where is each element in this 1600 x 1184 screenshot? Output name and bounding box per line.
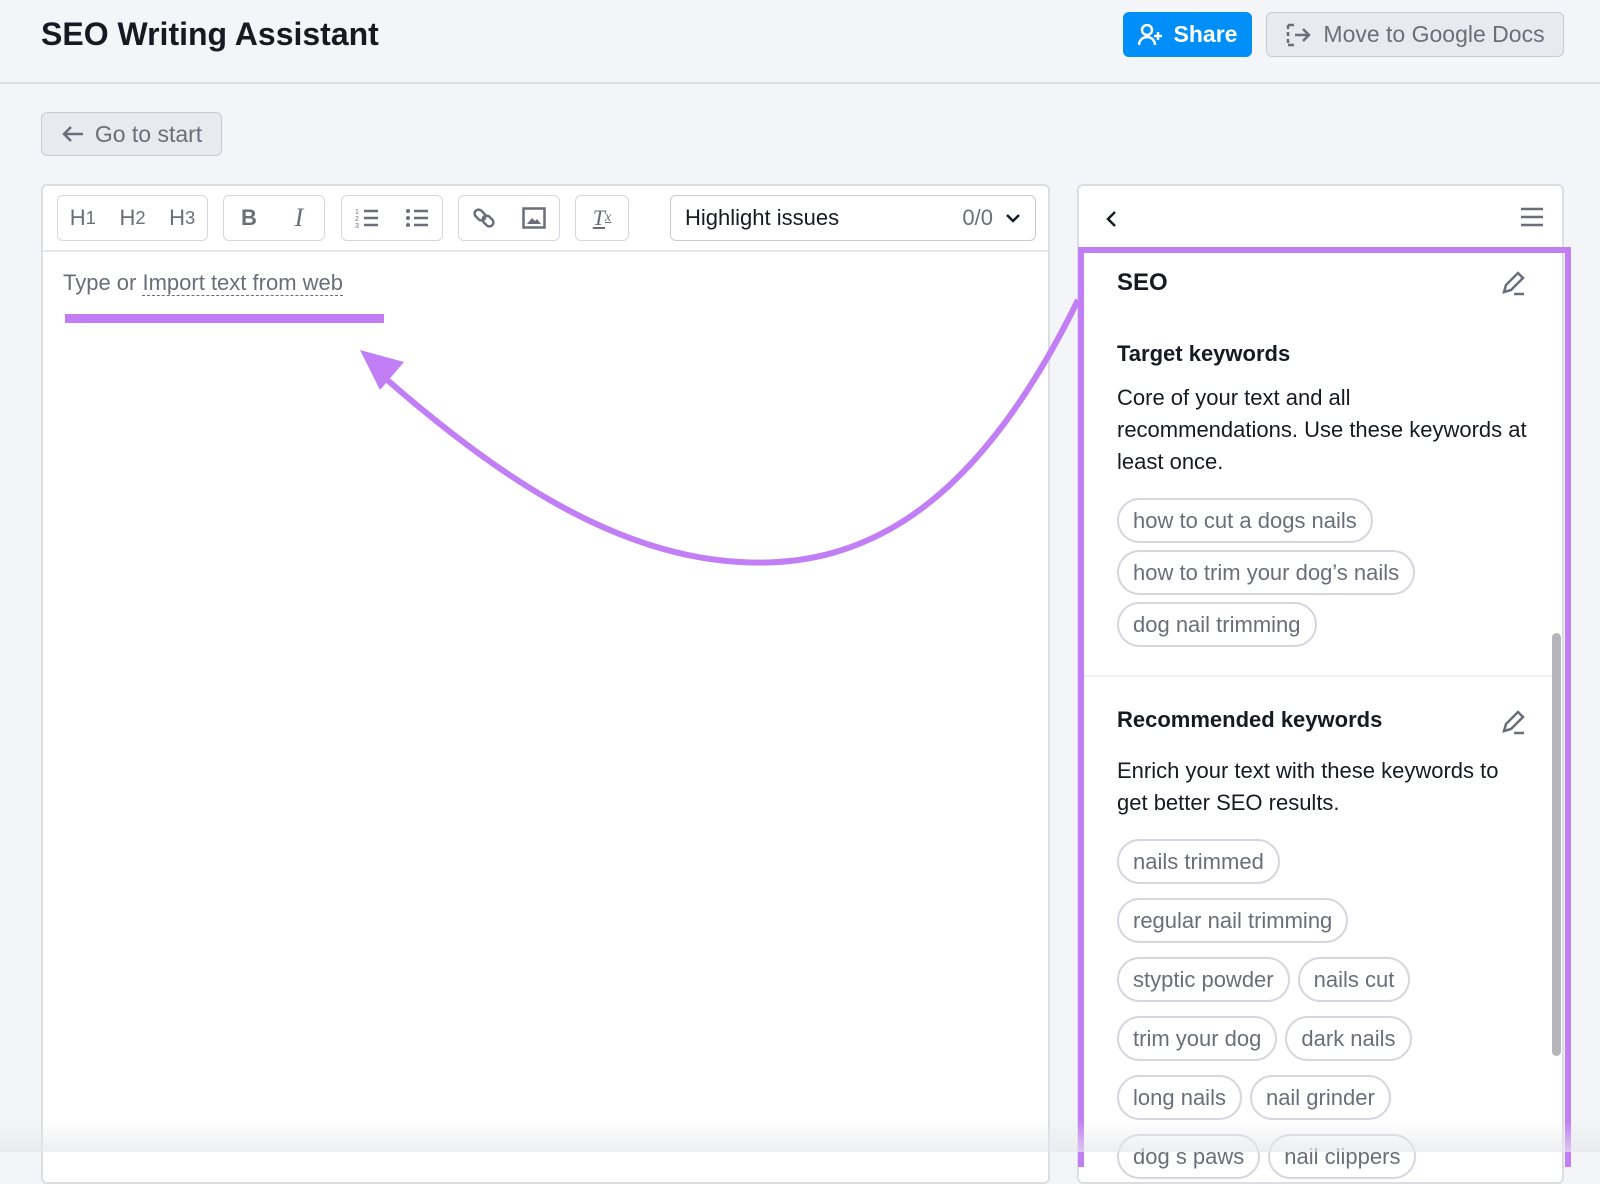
keyword-chip[interactable]: trim your dog [1117, 1016, 1278, 1061]
target-keywords-description: Core of your text and all recommendation… [1117, 385, 1527, 474]
export-icon [1287, 23, 1312, 46]
target-keywords-list: how to cut a dogs nails how to trim your… [1117, 498, 1537, 647]
placeholder-text: Type or [63, 270, 143, 295]
bottom-fade [0, 1120, 1600, 1152]
bold-button[interactable]: B [241, 205, 257, 230]
bullet-list-icon[interactable] [395, 207, 439, 229]
annotation-underline [65, 314, 384, 323]
go-to-start-label: Go to start [94, 120, 203, 147]
keyword-chip[interactable]: dark nails [1285, 1016, 1412, 1061]
import-text-link[interactable]: Import text from web [142, 270, 343, 296]
image-icon[interactable] [512, 207, 556, 229]
recommended-keywords-description: Enrich your text with these keywords to … [1117, 758, 1499, 815]
svg-text:2: 2 [355, 216, 359, 223]
move-to-google-docs-button[interactable]: Move to Google Docs [1266, 12, 1564, 57]
highlight-label: Highlight issues [685, 205, 840, 230]
edit-icon[interactable] [1500, 270, 1526, 296]
keyword-chip[interactable]: dog nail trimming [1117, 602, 1317, 647]
menu-icon[interactable] [1520, 207, 1544, 227]
italic-button[interactable]: I [294, 203, 304, 232]
annotation-highlight-box [1078, 247, 1571, 1167]
keyword-chip[interactable]: regular nail trimming [1117, 898, 1349, 943]
target-keywords-title: Target keywords [1117, 341, 1291, 366]
go-to-start-button[interactable]: Go to start [41, 112, 222, 156]
highlight-count: 0/0 [962, 205, 993, 230]
editor-input[interactable]: Type or Import text from web [63, 270, 343, 296]
section-divider [1084, 675, 1554, 677]
gdocs-label: Move to Google Docs [1323, 21, 1545, 47]
keyword-chip[interactable]: styptic powder [1117, 957, 1290, 1002]
keyword-chip[interactable]: long nails [1117, 1075, 1242, 1120]
edit-icon[interactable] [1500, 709, 1526, 735]
svg-text:3: 3 [355, 223, 359, 229]
recommended-keywords-title: Recommended keywords [1117, 707, 1383, 732]
link-icon[interactable] [462, 206, 506, 230]
sidebar-scrollbar[interactable] [1552, 633, 1561, 1056]
page-title: SEO Writing Assistant [41, 16, 379, 52]
arrow-left-icon [62, 126, 83, 142]
keyword-chip[interactable]: nails trimmed [1117, 839, 1280, 884]
keyword-chip[interactable]: nail grinder [1249, 1075, 1391, 1120]
add-user-icon [1137, 23, 1162, 45]
highlight-issues-dropdown[interactable]: Highlight issues 0/0 [670, 195, 1036, 241]
seo-section-title: SEO [1117, 269, 1168, 296]
keyword-chip[interactable]: nails cut [1297, 957, 1411, 1002]
sidebar-header [1079, 186, 1562, 248]
share-button[interactable]: Share [1123, 12, 1252, 57]
chevron-down-icon [1006, 214, 1020, 223]
keyword-chip[interactable]: how to cut a dogs nails [1117, 498, 1373, 543]
svg-text:1: 1 [355, 209, 359, 216]
keyword-chip[interactable]: how to trim your dog’s nails [1117, 550, 1416, 595]
app-header: SEO Writing Assistant Share Move to Goog… [0, 0, 1600, 84]
annotation-arrow [360, 298, 1081, 566]
share-label: Share [1173, 21, 1238, 47]
chevron-left-icon[interactable] [1105, 210, 1117, 228]
